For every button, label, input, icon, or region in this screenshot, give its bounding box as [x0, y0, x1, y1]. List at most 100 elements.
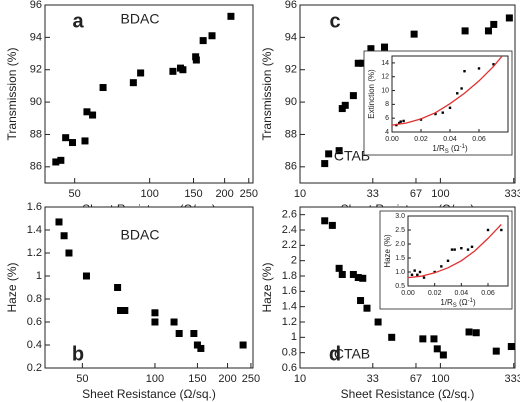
data-point — [410, 273, 414, 276]
y-tick-label: 2.4 — [282, 224, 297, 236]
y-tick-label: 1.4 — [282, 301, 297, 313]
data-point — [89, 111, 97, 119]
data-point — [55, 218, 63, 226]
x-tick-label: 0.02 — [428, 290, 442, 297]
y-tick-label: 8 — [385, 101, 389, 108]
data-point — [52, 158, 60, 166]
data-point — [413, 269, 416, 272]
data-point — [192, 56, 200, 64]
y-tick-label: 0.4 — [27, 339, 42, 351]
data-point — [484, 27, 492, 35]
data-point — [341, 101, 349, 109]
data-point — [357, 297, 365, 305]
y-tick-label: 90 — [30, 96, 42, 108]
data-point — [422, 276, 426, 279]
x-tick-label: 100 — [431, 188, 449, 200]
data-point — [448, 106, 452, 110]
y-tick-label: 88 — [285, 128, 297, 140]
data-point — [460, 87, 463, 90]
x-tick-label: 100 — [431, 373, 449, 385]
y-tick-label: 88 — [30, 128, 42, 140]
data-point — [83, 108, 91, 116]
y-tick-label: 10 — [381, 87, 389, 94]
y-axis-label: Haze (%) — [383, 234, 392, 268]
data-point — [62, 134, 70, 142]
y-tick-label: 1 — [291, 331, 297, 343]
data-point — [410, 30, 418, 38]
data-point — [57, 156, 65, 164]
y-tick-label: 90 — [285, 96, 297, 108]
data-point — [374, 318, 382, 326]
y-tick-label: 94 — [30, 31, 42, 43]
y-tick-label: 1.6 — [282, 285, 297, 297]
x-axis-label: Sheet Resistance (Ω/sq.) — [341, 387, 475, 401]
data-point — [129, 79, 137, 87]
x-tick-label: 200 — [215, 188, 233, 200]
y-tick-label: 96 — [30, 0, 42, 11]
y-tick-label: 1.6 — [27, 201, 42, 213]
data-point — [65, 249, 73, 257]
data-point — [325, 150, 333, 158]
y-tick-label: 1 — [36, 270, 42, 282]
x-tick-label: 333 — [505, 188, 520, 200]
data-point — [239, 341, 247, 349]
x-tick-label: 150 — [184, 188, 202, 200]
data-point — [470, 245, 474, 248]
data-point — [227, 12, 235, 20]
label-part: ) — [465, 144, 468, 153]
label-part: (Ω — [449, 144, 460, 153]
data-point — [465, 328, 473, 336]
plot-frame — [44, 206, 254, 369]
x-tick-label: 50 — [76, 373, 88, 385]
fit-line — [407, 223, 502, 279]
data-point — [430, 335, 438, 343]
label-part: (Ω — [457, 298, 468, 307]
x-tick-label: 10 — [294, 373, 306, 385]
inset-frame — [407, 215, 509, 287]
x-tick-label: 67 — [410, 373, 422, 385]
x-tick-label: 0.00 — [401, 290, 415, 297]
y-axis-label: Extinction (%) — [367, 69, 376, 119]
data-point — [477, 67, 481, 70]
data-point — [81, 137, 89, 145]
label-part: -1 — [460, 144, 466, 150]
data-point — [169, 67, 177, 75]
data-point — [472, 329, 480, 337]
x-tick-label: 100 — [146, 373, 164, 385]
panel-label: d — [329, 343, 341, 365]
y-tick-label: 14 — [381, 60, 389, 67]
data-point — [137, 69, 145, 77]
y-tick-label: 94 — [285, 31, 297, 43]
data-point — [460, 247, 463, 250]
data-point — [349, 92, 357, 100]
x-tick-label: 67 — [410, 188, 422, 200]
y-tick-label: 92 — [285, 64, 297, 76]
label-part: -1 — [468, 298, 474, 304]
data-point — [363, 304, 371, 312]
data-point — [490, 20, 498, 28]
panel-label: a — [72, 10, 84, 32]
fit-line — [391, 55, 503, 126]
label-part: 1/R — [440, 298, 453, 307]
surfactant-label: CTAB — [334, 148, 370, 164]
y-tick-label: 2 — [291, 255, 297, 267]
x-tick-label: 0.06 — [481, 290, 495, 297]
y-tick-label: 1.2 — [282, 316, 297, 328]
data-point — [321, 217, 329, 225]
data-point — [121, 307, 129, 314]
data-point — [453, 248, 456, 251]
label-part: 1/R — [432, 144, 445, 153]
data-point — [446, 259, 450, 262]
data-point — [60, 232, 68, 240]
data-point — [114, 284, 122, 291]
data-point — [338, 270, 346, 278]
data-point — [418, 270, 422, 274]
y-tick-label: 86 — [285, 161, 297, 173]
data-point — [82, 272, 90, 280]
y-tick-label: 6 — [385, 115, 389, 122]
y-tick-label: 4 — [385, 129, 389, 136]
data-point — [359, 274, 367, 282]
data-point — [381, 43, 389, 51]
data-point — [456, 92, 459, 95]
